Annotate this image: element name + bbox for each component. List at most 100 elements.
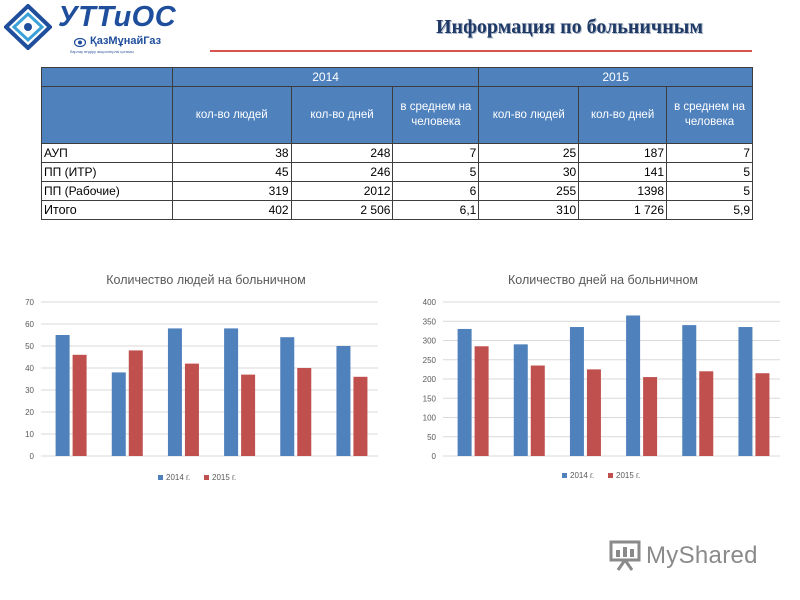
table-cell: 30 — [478, 162, 580, 182]
bar-2015 — [184, 363, 199, 456]
table-cell: 1398 — [578, 181, 668, 201]
header-corner — [41, 67, 173, 87]
table-cell: 2 506 — [290, 200, 394, 220]
y-tick-label: 40 — [25, 364, 34, 373]
table-cell: 246 — [290, 162, 394, 182]
row-label: ПП (ИТР) — [41, 162, 173, 182]
bar-2015 — [530, 365, 545, 456]
logo-subtitle: ҚазМұнайГаз — [90, 35, 162, 47]
sick-leave-table: 2014 2015 кол-во людей кол-во дней в сре… — [41, 67, 753, 220]
y-tick-label: 150 — [423, 394, 437, 403]
bar-2014 — [682, 325, 697, 456]
table-cell: 2012 — [290, 181, 394, 201]
table-cell: 25 — [478, 143, 580, 163]
chart-title: Количество людей на больничном — [106, 273, 306, 287]
bar-2014 — [336, 346, 351, 456]
table-cell: 38 — [171, 143, 292, 163]
table-cell: 5 — [666, 162, 753, 182]
page-title: Информация по больничным — [436, 16, 703, 38]
table-cell: 255 — [478, 181, 580, 201]
y-tick-label: 10 — [25, 430, 34, 439]
bar-2015 — [128, 350, 143, 456]
legend-swatch — [608, 473, 613, 478]
y-tick-label: 0 — [30, 452, 35, 461]
year-header: 2014 — [171, 67, 480, 87]
title-divider — [210, 50, 752, 52]
y-tick-label: 350 — [423, 317, 437, 326]
bar-2014 — [513, 344, 528, 456]
year-header-row: 2014 2015 — [41, 67, 753, 87]
table-row: ПП (ИТР) 45 246 5 30 141 5 — [41, 162, 753, 182]
header-corner — [41, 86, 173, 144]
y-tick-label: 30 — [25, 386, 34, 395]
bar-2015 — [586, 369, 601, 456]
table-cell: 248 — [290, 143, 394, 163]
legend-label: 2014 г. — [166, 473, 190, 482]
table-cell: 5 — [666, 181, 753, 201]
bar-2015 — [353, 376, 368, 456]
row-label: АУП — [41, 143, 173, 163]
myshared-watermark: MyShared — [606, 536, 776, 576]
row-label: ПП (Рабочие) — [41, 181, 173, 201]
bar-2014 — [111, 372, 126, 456]
bar-2014 — [224, 328, 239, 456]
table-cell: 319 — [171, 181, 292, 201]
y-tick-label: 0 — [432, 452, 437, 461]
legend-swatch — [158, 475, 163, 480]
logo-name: УТТиОС — [58, 1, 177, 33]
y-tick-label: 50 — [427, 433, 436, 442]
table-cell: 5,9 — [666, 200, 753, 220]
table-cell: 7 — [666, 143, 753, 163]
people-chart: Количество людей на больничном 0 10 20 30 40 5… — [8, 266, 388, 496]
table-row: АУП 38 248 7 25 187 7 — [41, 143, 753, 163]
legend-swatch — [562, 473, 567, 478]
table-row: ПП (Рабочие) 319 2012 6 255 1398 5 — [41, 181, 753, 201]
days-chart: Количество дней на больничном 0 50 100 150 20… — [410, 264, 790, 496]
column-header: кол-во дней — [290, 86, 394, 144]
bar-2015 — [755, 373, 770, 456]
days-chart-svg: Количество дней на больничном 0 50 100 150 20… — [423, 273, 780, 480]
kmg-eye-icon — [74, 38, 86, 47]
bar-2015 — [72, 354, 87, 456]
y-tick-label: 200 — [423, 375, 437, 384]
column-header: кол-во людей — [171, 86, 292, 144]
table-cell: 5 — [392, 162, 480, 182]
y-tick-label: 300 — [423, 337, 437, 346]
column-header: кол-во дней — [578, 86, 668, 144]
legend-label: 2014 г. — [570, 471, 594, 480]
bar-2015 — [297, 368, 312, 456]
bar-2015 — [241, 374, 256, 456]
presentation-icon — [609, 540, 641, 571]
y-tick-label: 100 — [423, 414, 437, 423]
people-chart-svg: Количество людей на больничном 0 10 20 30 40 5… — [25, 273, 378, 482]
bar-2014 — [457, 328, 472, 456]
table-cell: 141 — [578, 162, 668, 182]
y-tick-label: 20 — [25, 408, 34, 417]
bar-2014 — [569, 327, 584, 456]
table-cell: 6 — [392, 181, 480, 201]
column-header: кол-во людей — [478, 86, 580, 144]
bar-2014 — [167, 328, 182, 456]
y-tick-label: 250 — [423, 356, 437, 365]
table-cell: 7 — [392, 143, 480, 163]
column-header-row: кол-во людей кол-во дней в среднем на че… — [41, 86, 753, 144]
legend-label: 2015 г. — [616, 471, 640, 480]
table-cell: 310 — [478, 200, 580, 220]
table-cell: 45 — [171, 162, 292, 182]
watermark-text: MyShared — [646, 542, 758, 569]
row-label: Итого — [41, 200, 173, 220]
bar-2015 — [699, 371, 714, 456]
y-tick-label: 50 — [25, 342, 34, 351]
table-cell: 6,1 — [392, 200, 480, 220]
chart-title: Количество дней на больничном — [508, 273, 698, 287]
bar-2015 — [474, 346, 489, 456]
bar-2014 — [280, 337, 295, 456]
bar-2014 — [626, 315, 641, 456]
y-tick-label: 70 — [25, 298, 34, 307]
company-logo: УТТиОС ҚазМұнайГаз барлау өндіру акционе… — [4, 1, 177, 54]
logo-tagline: барлау өндіру акционерлік қоғамы — [70, 49, 134, 54]
y-tick-label: 400 — [423, 298, 437, 307]
column-header: в среднем на человека — [666, 86, 753, 144]
bar-2014 — [55, 335, 70, 456]
bar-2014 — [738, 327, 753, 456]
